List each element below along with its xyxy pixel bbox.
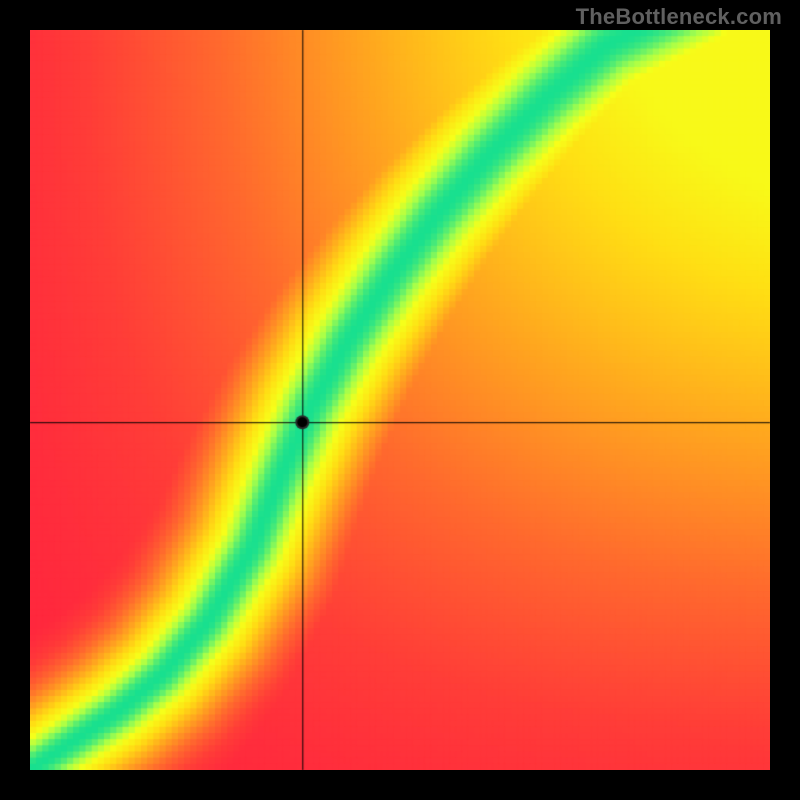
crosshair-overlay: [0, 0, 800, 800]
chart-container: TheBottleneck.com: [0, 0, 800, 800]
